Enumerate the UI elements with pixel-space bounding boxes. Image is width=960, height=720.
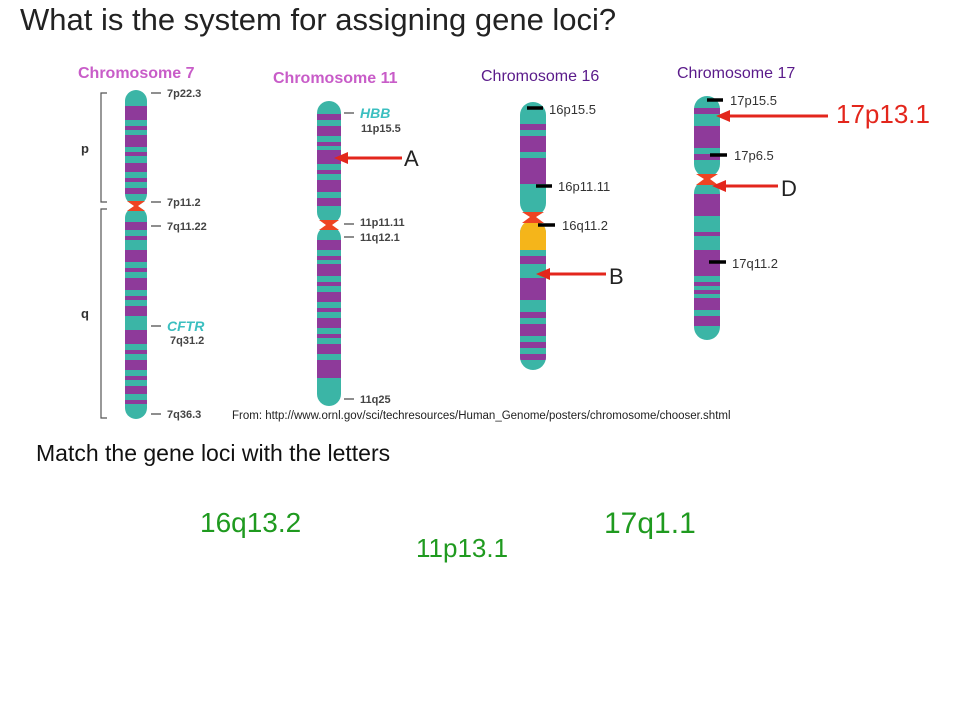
chr7-gene-label: CFTR [167,318,205,334]
choice-11p13-1[interactable]: 11p13.1 [416,533,509,563]
chr7-centromere [127,201,145,211]
chr7-q-bracket [100,208,107,419]
chr7-p-arm [125,90,147,205]
choice-16q13-2[interactable]: 16q13.2 [200,507,302,538]
chr11-title: Chromosome 11 [273,70,398,87]
chr7-ticks [151,92,161,415]
chr11-q-arm [317,226,341,406]
arrow-d-head [712,180,726,192]
chr17-label: 17p6.5 [734,148,774,163]
chr7-p-arm-label: p [81,141,89,156]
chr17-title: Chromosome 17 [677,65,795,82]
chr16-label: 16p15.5 [549,102,596,117]
chr11-centromere [319,220,339,230]
chr16-title: Chromosome 16 [481,68,599,85]
choice-17q1-1[interactable]: 17q1.1 [604,507,696,540]
chr16-ticks [527,106,555,227]
chr16-q-arm [520,220,546,370]
chr7-p-bracket [100,92,107,203]
chr11-label: 11q25 [360,394,391,406]
arrow-b-head [536,268,550,280]
instruction-text: Match the gene loci with the letters [36,440,391,466]
chr11-label: 11q12.1 [360,232,400,244]
chr17-label: 17q11.2 [732,256,778,271]
chr7-label: 7q31.2 [170,335,204,347]
chr17-ticks [707,98,727,264]
chromosome-7: Chromosome 7 [78,65,207,421]
chr16-label: 16p11.11 [558,179,610,194]
chromosome-11: Chromosome 11 [273,70,419,406]
chr7-label: 7q11.22 [167,221,207,233]
chr11-gene-label: HBB [360,105,390,121]
chr11-label: 11p15.5 [361,123,401,135]
marker-d: D [781,176,797,201]
red-locus-label: 17p13.1 [836,99,930,129]
chr7-q-arm [125,207,147,419]
chr11-ticks [344,112,354,400]
chr7-label: 7q36.3 [167,409,201,421]
arrow-a-head [334,152,348,164]
chr7-q-arm-label: q [81,306,89,321]
chr17-label: 17p15.5 [730,93,777,108]
chr16-label: 16q11.2 [562,218,608,233]
chr11-p-arm [317,101,341,224]
marker-a: A [404,146,419,171]
chromosome-17: Chromosome 17 17p15.5 17p6.5 17q11.2 [677,65,930,340]
source-credit: From: http://www.ornl.gov/sci/techresour… [232,410,731,422]
chr17-q-arm [694,180,720,340]
chr17-p-arm [694,96,720,177]
chr16-centromere [522,212,544,223]
marker-b: B [609,264,624,289]
chromosome-diagram: Chromosome 7 [78,65,930,421]
chr11-label: 11p11.11 [360,217,405,229]
chr7-label: 7p22.3 [167,88,201,100]
slide-title: What is the system for assigning gene lo… [20,2,617,37]
chromosome-16: Chromosome 16 16p15.5 16p11.11 16q11.2 [481,68,624,370]
chr17-centromere [696,174,718,185]
arrow-17p13-head [716,110,730,122]
chr16-p-arm [520,102,546,216]
chr7-title: Chromosome 7 [78,65,195,82]
chr7-label: 7p11.2 [167,197,201,209]
